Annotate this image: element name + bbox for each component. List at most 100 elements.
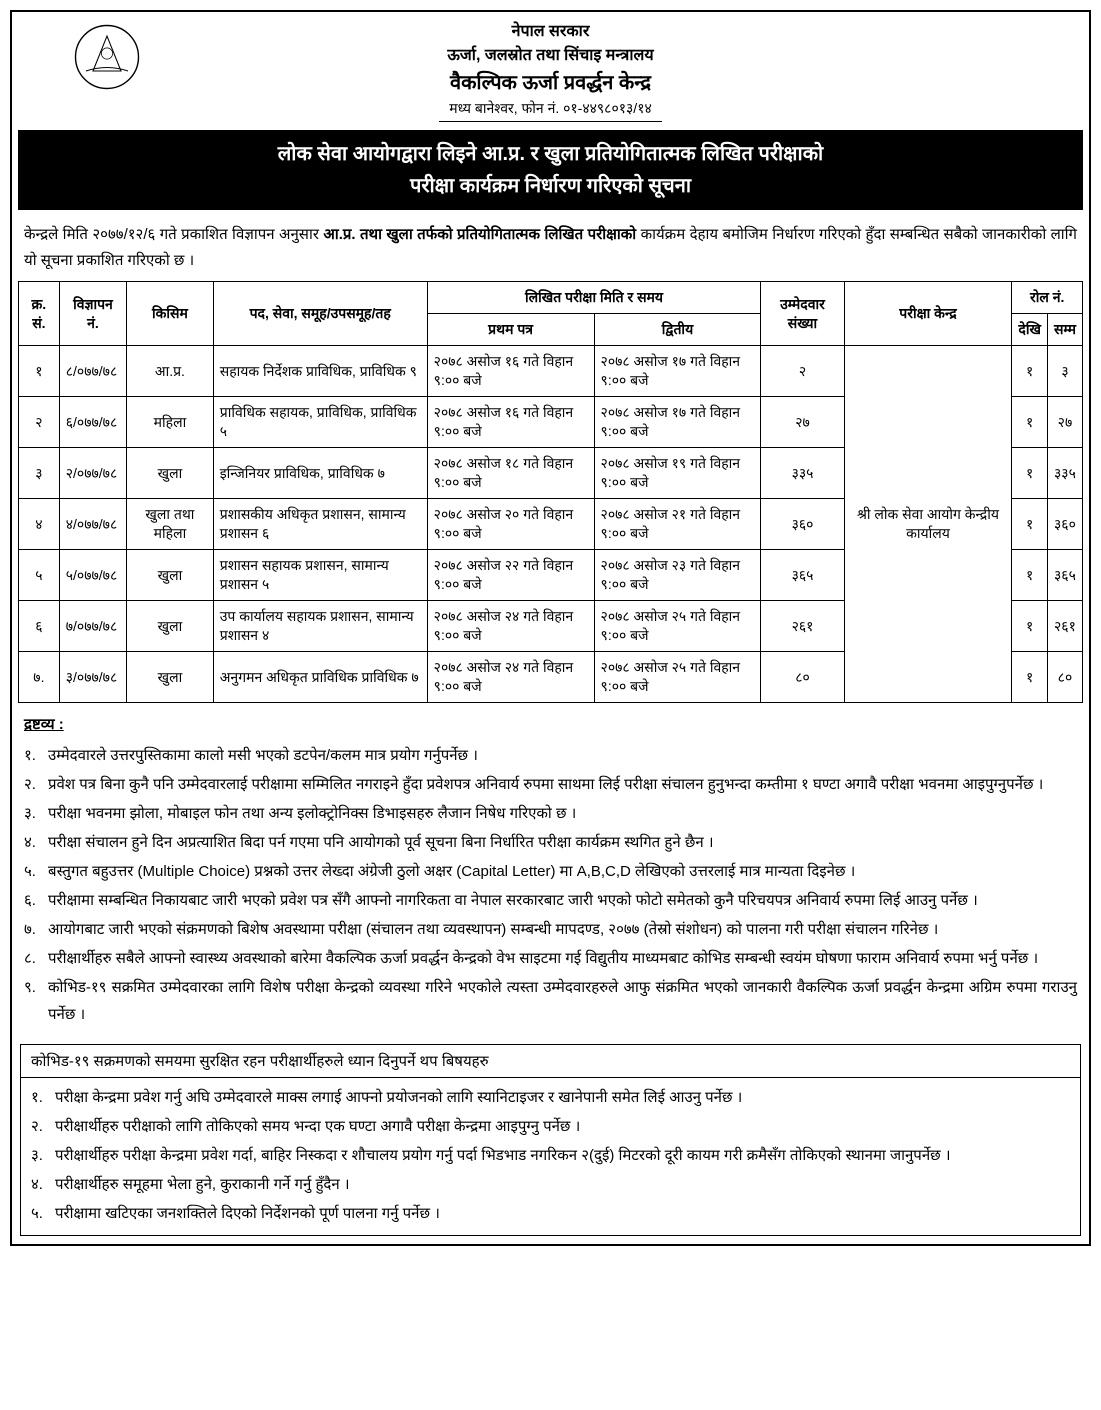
table-cell: १ — [1012, 550, 1048, 601]
note-text: परीक्षा भवनमा झोला, मोबाइल फोन तथा अन्य … — [48, 800, 1077, 827]
note-item: ४.परीक्षा संचालन हुने दिन अप्रत्याशित बि… — [24, 829, 1077, 856]
note-number: ८. — [24, 945, 48, 972]
table-cell: आ.प्र. — [127, 346, 214, 397]
table-cell: २ — [761, 346, 844, 397]
table-cell: ८० — [761, 652, 844, 703]
table-cell: ४/०७७/७८ — [59, 499, 126, 550]
table-cell: २०७८ असोज १६ गते विहान ९:०० बजे — [427, 397, 594, 448]
note-item: २.प्रवेश पत्र बिना कुनै पनि उम्मेदवारलाई… — [24, 771, 1077, 798]
intro-paragraph: केन्द्रले मिति २०७७/१२/६ गते प्रकाशित वि… — [12, 214, 1089, 281]
address-line: मध्य बानेश्वर, फोन नं. ०१-४४९८०१३/१४ — [439, 98, 662, 122]
table-cell: ३६५ — [1047, 550, 1082, 601]
table-cell: अनुगमन अधिकृत प्राविधिक प्राविधिक ७ — [213, 652, 427, 703]
table-cell: २०७८ असोज २५ गते विहान ९:०० बजे — [594, 652, 761, 703]
table-cell: ७/०७७/७८ — [59, 601, 126, 652]
note-number: ३. — [24, 800, 48, 827]
table-cell: २०७८ असोज १६ गते विहान ९:०० बजे — [427, 346, 594, 397]
table-cell: २७ — [761, 397, 844, 448]
table-cell: १ — [1012, 652, 1048, 703]
table-cell: २०७८ असोज २२ गते विहान ९:०० बजे — [427, 550, 594, 601]
note-text: आयोगबाट जारी भएको संक्रमणको बिशेष अवस्था… — [48, 916, 1077, 943]
note-text: उम्मेदवारले उत्तरपुस्तिकामा कालो मसी भएक… — [48, 742, 1077, 769]
covid-number: ४. — [31, 1171, 55, 1198]
note-item: ६.परीक्षामा सम्बन्धित निकायबाट जारी भएको… — [24, 887, 1077, 914]
notes-title: द्रष्टव्य : — [24, 711, 1077, 738]
ministry-line: ऊर्जा, जलस्रोत तथा सिंचाइ मन्त्रालय — [12, 44, 1089, 68]
note-text: बस्तुगत बहुउत्तर (Multiple Choice) प्रश्… — [48, 858, 1077, 885]
table-cell: इन्जिनियर प्राविधिक, प्राविधिक ७ — [213, 448, 427, 499]
note-number: ५. — [24, 858, 48, 885]
note-number: ९. — [24, 974, 48, 1028]
table-cell: १ — [19, 346, 60, 397]
note-item: ३.परीक्षा भवनमा झोला, मोबाइल फोन तथा अन्… — [24, 800, 1077, 827]
table-cell: २०७८ असोज १७ गते विहान ९:०० बजे — [594, 397, 761, 448]
note-text: कोभिड-१९ सक्रमित उम्मेदवारका लागि विशेष … — [48, 974, 1077, 1028]
table-cell: ६/०७७/७८ — [59, 397, 126, 448]
table-cell: २०७८ असोज २० गते विहान ९:०० बजे — [427, 499, 594, 550]
table-cell: ६ — [19, 601, 60, 652]
note-number: ७. — [24, 916, 48, 943]
table-cell: १ — [1012, 346, 1048, 397]
table-cell: २६१ — [761, 601, 844, 652]
covid-text: परीक्षार्थीहरु परीक्षा केन्द्रमा प्रवेश … — [55, 1142, 1070, 1169]
covid-item: ५.परीक्षामा खटिएका जनशक्तिले दिएको निर्द… — [31, 1200, 1070, 1227]
table-cell: ५/०७७/७८ — [59, 550, 126, 601]
table-cell: ३ — [19, 448, 60, 499]
covid-item: ४.परीक्षार्थीहरु समूहमा भेला हुने, कुराक… — [31, 1171, 1070, 1198]
covid-number: १. — [31, 1084, 55, 1111]
document-container: नेपाल सरकार ऊर्जा, जलस्रोत तथा सिंचाइ मन… — [10, 10, 1091, 1246]
th-from: देखि — [1012, 314, 1048, 346]
table-cell: सहायक निर्देशक प्राविधिक, प्राविधिक ९ — [213, 346, 427, 397]
exam-center-cell: श्री लोक सेवा आयोग केन्द्रीय कार्यालय — [844, 346, 1012, 703]
note-text: परीक्षा संचालन हुने दिन अप्रत्याशित बिदा… — [48, 829, 1077, 856]
th-p2: द्वितीय — [594, 314, 761, 346]
covid-text: परीक्षार्थीहरु परीक्षाको लागि तोकिएको सम… — [55, 1113, 1070, 1140]
th-sn: क्र. सं. — [19, 282, 60, 346]
table-cell: ३६० — [761, 499, 844, 550]
covid-number: ३. — [31, 1142, 55, 1169]
table-cell: १ — [1012, 397, 1048, 448]
table-cell: २७ — [1047, 397, 1082, 448]
table-cell: २६१ — [1047, 601, 1082, 652]
covid-text: परीक्षार्थीहरु समूहमा भेला हुने, कुराकान… — [55, 1171, 1070, 1198]
table-cell: ५ — [19, 550, 60, 601]
table-cell: २०७८ असोज १९ गते विहान ९:०० बजे — [594, 448, 761, 499]
banner-line2: परीक्षा कार्यक्रम निर्धारण गरिएको सूचना — [38, 170, 1063, 202]
table-cell: २०७८ असोज २४ गते विहान ९:०० बजे — [427, 601, 594, 652]
th-examdate: लिखित परीक्षा मिति र समय — [427, 282, 761, 314]
note-number: २. — [24, 771, 48, 798]
covid-box: कोभिड-१९ सक्रमणको समयमा सुरक्षित रहन परी… — [20, 1044, 1081, 1236]
table-cell: प्रशासन सहायक प्रशासन, सामान्य प्रशासन ५ — [213, 550, 427, 601]
table-cell: ४ — [19, 499, 60, 550]
th-cand: उम्मेदवार संख्या — [761, 282, 844, 346]
table-cell: ८० — [1047, 652, 1082, 703]
note-text: परीक्षामा सम्बन्धित निकायबाट जारी भएको प… — [48, 887, 1077, 914]
th-post: पद, सेवा, समूह/उपसमूह/तह — [213, 282, 427, 346]
table-cell: प्रशासकीय अधिकृत प्रशासन, सामान्य प्रशास… — [213, 499, 427, 550]
table-cell: २०७८ असोज २३ गते विहान ९:०० बजे — [594, 550, 761, 601]
intro-bold: आ.प्र. तथा खुला तर्फको प्रतियोगितात्मक ल… — [323, 226, 636, 243]
covid-item: १.परीक्षा केन्द्रमा प्रवेश गर्नु अघि उम्… — [31, 1084, 1070, 1111]
banner-line1: लोक सेवा आयोगद्वारा लिइने आ.प्र. र खुला … — [38, 138, 1063, 170]
table-cell: ३३५ — [1047, 448, 1082, 499]
table-cell: १ — [1012, 448, 1048, 499]
table-cell: २०७८ असोज २५ गते विहान ९:०० बजे — [594, 601, 761, 652]
table-cell: २०७८ असोज २४ गते विहान ९:०० बजे — [427, 652, 594, 703]
document-header: नेपाल सरकार ऊर्जा, जलस्रोत तथा सिंचाइ मन… — [12, 12, 1089, 126]
table-cell: १ — [1012, 499, 1048, 550]
note-number: ६. — [24, 887, 48, 914]
table-cell: खुला — [127, 652, 214, 703]
table-cell: २/०७७/७८ — [59, 448, 126, 499]
table-cell: ३६५ — [761, 550, 844, 601]
table-cell: ३३५ — [761, 448, 844, 499]
table-row: १८/०७७/७८आ.प्र.सहायक निर्देशक प्राविधिक,… — [19, 346, 1083, 397]
th-to: सम्म — [1047, 314, 1082, 346]
note-number: ४. — [24, 829, 48, 856]
covid-header: कोभिड-१९ सक्रमणको समयमा सुरक्षित रहन परी… — [21, 1045, 1080, 1078]
title-banner: लोक सेवा आयोगद्वारा लिइने आ.प्र. र खुला … — [18, 130, 1083, 210]
note-item: ७.आयोगबाट जारी भएको संक्रमणको बिशेष अवस्… — [24, 916, 1077, 943]
note-item: ८.परीक्षार्थीहरु सबैले आफ्नो स्वास्थ्य अ… — [24, 945, 1077, 972]
table-cell: २०७८ असोज १८ गते विहान ९:०० बजे — [427, 448, 594, 499]
table-cell: १ — [1012, 601, 1048, 652]
note-item: ९.कोभिड-१९ सक्रमित उम्मेदवारका लागि विशे… — [24, 974, 1077, 1028]
